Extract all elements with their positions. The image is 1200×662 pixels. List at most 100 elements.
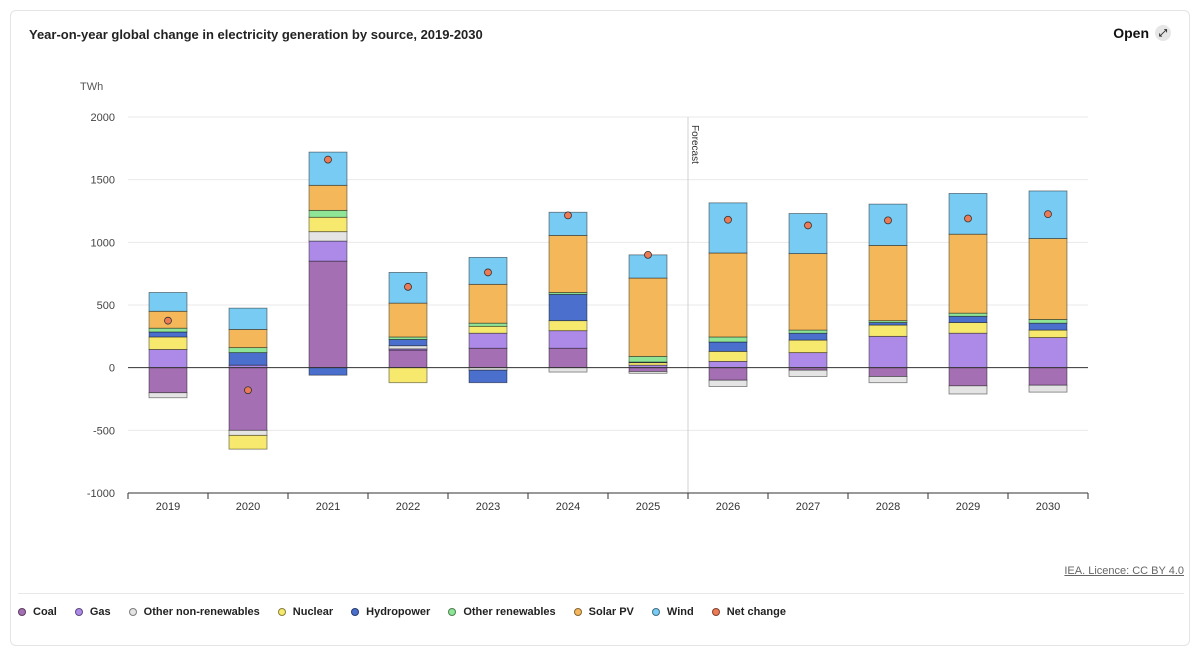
bar-other-renewables-2020 [228, 347, 268, 354]
x-tick-label: 2029 [956, 501, 980, 513]
net-change-point-2026 [724, 215, 732, 224]
bar-solar-pv-2025 [628, 277, 668, 357]
legend-swatch [448, 608, 457, 616]
bar-solar-pv-2021 [308, 184, 348, 211]
open-label: Open [1113, 25, 1149, 41]
bar-gas-2026 [708, 360, 748, 369]
bar-hydropower-2024 [548, 293, 588, 322]
y-tick-label: -500 [93, 425, 115, 437]
legend-item-other-non-renewables[interactable]: Other non-renewables [128, 606, 260, 618]
bar-coal-2020 [228, 367, 268, 431]
bar-coal-2023 [468, 347, 508, 369]
x-tick-label: 2023 [476, 501, 500, 513]
legend-swatch [711, 608, 720, 616]
bar-other-renewables-2021 [308, 209, 348, 218]
bar-gas-2019 [148, 349, 188, 369]
forecast-label: Forecast [689, 125, 700, 164]
bar-nuclear-2027 [788, 339, 828, 354]
bar-gas-2030 [1028, 337, 1068, 369]
bar-solar-pv-2027 [788, 253, 828, 331]
net-change-point-2021 [324, 155, 332, 164]
x-tick-label: 2019 [156, 501, 180, 513]
bar-coal-2029 [948, 367, 988, 387]
chart-card: Year-on-year global change in electricit… [10, 10, 1190, 646]
bar-wind-2029 [948, 193, 988, 235]
bar-hydropower-2019 [148, 331, 188, 338]
x-tick-label: 2026 [716, 501, 740, 513]
bar-wind-2027 [788, 213, 828, 255]
x-tick-label: 2030 [1036, 501, 1060, 513]
bar-solar-pv-2022 [388, 302, 428, 338]
bar-solar-pv-2024 [548, 235, 588, 293]
legend-label: Solar PV [588, 606, 634, 618]
x-tick-label: 2027 [796, 501, 820, 513]
net-change-point-2022 [404, 282, 412, 291]
legend-swatch [351, 608, 360, 616]
x-tick-label: 2028 [876, 501, 900, 513]
bar-solar-pv-2020 [228, 329, 268, 349]
net-change-point-2024 [564, 211, 572, 220]
bar-other-renewables-2027 [788, 329, 828, 334]
bar-solar-pv-2029 [948, 233, 988, 314]
bar-nuclear-2029 [948, 322, 988, 334]
bar-other-non-renewables-2022 [388, 345, 428, 350]
open-button[interactable]: Open ⤢ [1113, 25, 1171, 41]
legend-label: Net change [726, 606, 786, 618]
bar-other-non-renewables-2019 [148, 392, 188, 399]
bar-other-non-renewables-2029 [948, 385, 988, 395]
y-tick-label: 1500 [91, 175, 115, 187]
legend-label: Coal [33, 606, 57, 618]
legend-swatch [573, 608, 582, 616]
bar-other-non-renewables-2025 [628, 371, 668, 374]
legend-item-solar-pv[interactable]: Solar PV [573, 606, 634, 618]
y-axis-label: TWh [80, 81, 103, 93]
legend-item-nuclear[interactable]: Nuclear [277, 606, 333, 618]
bar-gas-2029 [948, 332, 988, 369]
licence-link[interactable]: IEA. Licence: CC BY 4.0 [1064, 565, 1184, 577]
bar-other-non-renewables-2021 [308, 231, 348, 242]
bar-nuclear-2021 [308, 216, 348, 233]
bar-gas-2027 [788, 352, 828, 369]
bar-coal-2028 [868, 367, 908, 377]
net-change-point-2029 [964, 214, 972, 223]
bar-other-renewables-2030 [1028, 319, 1068, 324]
legend-item-other-renewables[interactable]: Other renewables [448, 606, 556, 618]
bar-other-non-renewables-2027 [788, 369, 828, 377]
bar-coal-2024 [548, 347, 588, 369]
stacked-bar-chart: TWh 2000 1500 1000 500 0 -500 -1000 Forecast 2019… [80, 81, 1089, 513]
legend-label: Gas [89, 606, 111, 618]
legend-divider [18, 593, 1184, 594]
x-tick-label: 2020 [236, 501, 260, 513]
bar-solar-pv-2023 [468, 283, 508, 324]
bar-hydropower-2027 [788, 332, 828, 341]
net-change-point-2019 [164, 316, 172, 325]
bar-other-non-renewables-2024 [548, 367, 588, 373]
y-tick-label: 1000 [91, 237, 115, 249]
bar-hydropower-2021 [308, 367, 348, 376]
bar-coal-2026 [708, 367, 748, 381]
legend-item-wind[interactable]: Wind [651, 606, 694, 618]
bar-other-renewables-2023 [468, 322, 508, 327]
legend-label: Other renewables [463, 606, 556, 618]
bar-nuclear-2024 [548, 320, 588, 332]
bar-hydropower-2029 [948, 315, 988, 323]
bar-other-non-renewables-2028 [868, 376, 908, 384]
legend-item-coal[interactable]: Coal [18, 606, 57, 618]
bar-wind-2019 [148, 292, 188, 312]
y-tick-label: -1000 [87, 488, 115, 500]
bar-other-renewables-2025 [628, 355, 668, 363]
bar-wind-2026 [708, 202, 748, 254]
chart-title: Year-on-year global change in electricit… [29, 27, 483, 42]
y-tick-label: 0 [109, 363, 115, 375]
bar-nuclear-2022 [388, 367, 428, 384]
legend-swatch [18, 608, 26, 616]
legend-item-hydropower[interactable]: Hydropower [351, 606, 430, 618]
bar-wind-2028 [868, 203, 908, 246]
x-tick-label: 2022 [396, 501, 420, 513]
legend-item-gas[interactable]: Gas [74, 606, 111, 618]
bar-hydropower-2023 [468, 369, 508, 384]
bar-hydropower-2026 [708, 341, 748, 352]
bar-nuclear-2020 [228, 434, 268, 450]
legend-swatch [128, 608, 137, 616]
legend-item-net-change[interactable]: Net change [711, 606, 786, 618]
